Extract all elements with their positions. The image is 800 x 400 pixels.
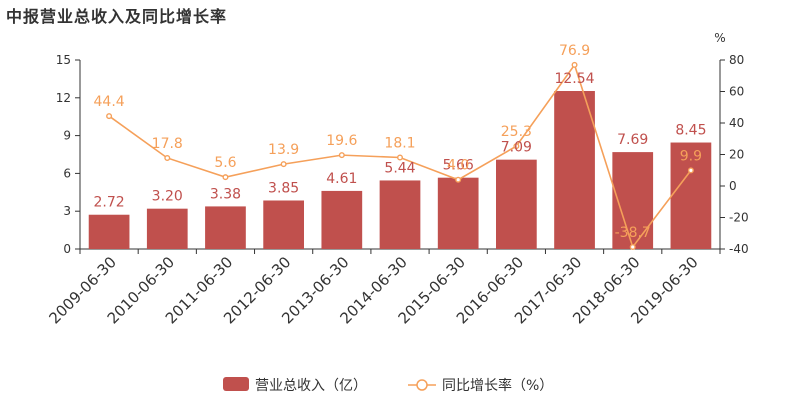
legend: 营业总收入（亿） 同比增长率（%） [223, 377, 553, 394]
bar-value-label: 5.44 [384, 160, 415, 176]
chart-title: 中报营业总收入及同比增长率 [6, 7, 228, 26]
growth-value-label: 19.6 [326, 133, 357, 149]
bar-value-label: 4.61 [326, 171, 357, 187]
bar-value-label: 7.69 [617, 132, 648, 148]
bar [321, 190, 363, 249]
growth-value-label: 76.9 [559, 43, 590, 59]
bar-series-group [88, 90, 712, 249]
growth-point [397, 154, 404, 161]
bar [146, 208, 188, 249]
legend-line-label: 同比增长率（%） [442, 377, 553, 394]
growth-value-label: 17.8 [152, 136, 183, 152]
legend-bar-label: 营业总收入（亿） [255, 378, 367, 394]
bar [612, 152, 654, 249]
bar-value-label: 2.72 [94, 195, 125, 211]
bar-value-label: 8.45 [675, 123, 706, 139]
legend-bar-swatch [223, 377, 249, 391]
bar-value-label: 5.66 [443, 158, 474, 174]
growth-point [222, 174, 229, 181]
growth-point [164, 154, 171, 161]
bar [263, 200, 304, 249]
growth-point [338, 152, 345, 159]
y-right-tick-label: -20 [729, 211, 749, 225]
y-left-tick-label: 15 [56, 53, 71, 67]
growth-point [629, 243, 636, 250]
bar-value-label: 12.54 [554, 71, 594, 87]
legend-line-marker [416, 379, 428, 391]
y-right-tick-label: 60 [729, 85, 744, 99]
y-left-tick-label: 0 [63, 242, 71, 256]
bar [496, 159, 537, 249]
bar-value-label: 3.85 [268, 180, 299, 196]
bar [670, 142, 712, 249]
y-right-tick-label: -40 [729, 242, 749, 256]
growth-value-label: 9.9 [680, 148, 702, 164]
bar-value-label: 3.20 [152, 189, 183, 205]
bar [554, 90, 595, 249]
y-right-tick-label: 20 [729, 148, 744, 162]
bar-value-label: 7.09 [501, 140, 532, 156]
y-right-tick-label: 0 [729, 179, 737, 193]
growth-value-label: -38.7 [615, 225, 651, 241]
growth-point [455, 176, 462, 183]
growth-value-label: 4.0 [447, 158, 469, 174]
line-series-group [106, 61, 694, 250]
y-left-tick-label: 3 [63, 204, 71, 218]
growth-value-label: 5.6 [214, 155, 236, 171]
growth-point [280, 161, 287, 168]
growth-value-label: 25.3 [501, 124, 532, 140]
y-right-tick-label: 80 [729, 53, 744, 67]
growth-value-label: 18.1 [384, 135, 415, 151]
bar [379, 180, 421, 249]
growth-value-label: 44.4 [94, 94, 125, 110]
bar-value-label: 3.38 [210, 186, 241, 202]
growth-point [106, 113, 113, 120]
data-labels-group: 2.72 3.20 3.38 3.85 4.61 5.44 5.66 7.09 12.54 7.6… [94, 43, 707, 241]
growth-point [687, 167, 694, 174]
growth-point [513, 143, 520, 150]
bar [205, 206, 246, 249]
y-right-tick-label: 40 [729, 116, 744, 130]
bar [88, 214, 130, 249]
y-left-tick-label: 9 [63, 129, 71, 143]
y-left-tick-label: 6 [63, 166, 71, 180]
bar [437, 177, 479, 249]
y-left-tick-label: 12 [56, 91, 71, 105]
y-right-unit: % [714, 31, 725, 45]
growth-point [571, 61, 578, 68]
growth-value-label: 13.9 [268, 142, 299, 158]
